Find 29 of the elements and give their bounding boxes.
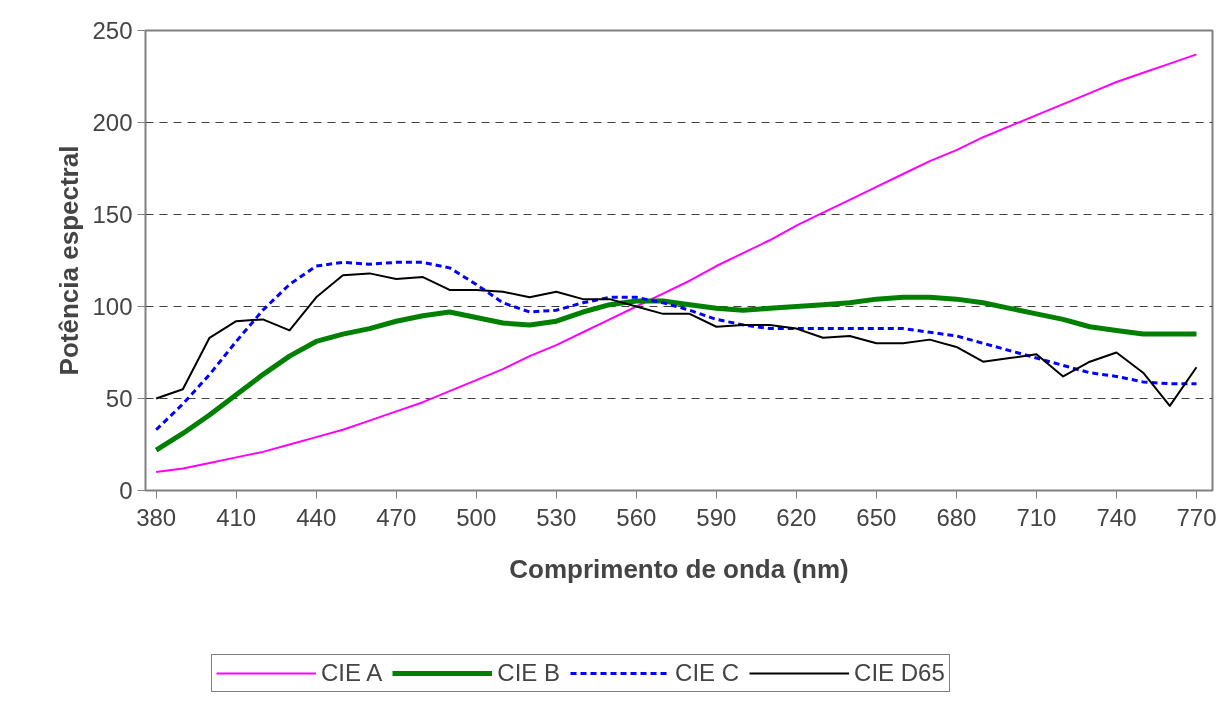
line-series [155, 272, 1198, 407]
x-tick-label: 410 [216, 503, 257, 531]
x-tick-label: 470 [376, 503, 417, 531]
y-axis-title: Potência espectral [54, 145, 85, 376]
x-tick-label: 680 [936, 503, 977, 531]
y-tick-label: 150 [92, 201, 133, 228]
y-tick-label: 100 [92, 293, 133, 320]
x-tick-label: 530 [536, 503, 577, 531]
legend-label: CIE D65 [854, 659, 945, 687]
x-tick-label: 710 [1016, 503, 1057, 531]
x-tick-label: 500 [456, 503, 497, 531]
x-tick-label: 440 [296, 503, 337, 531]
y-tick-label: 50 [105, 385, 133, 412]
y-tick-label: 200 [92, 109, 133, 136]
line-series [155, 53, 1198, 474]
legend-label: CIE C [675, 659, 740, 687]
y-tick-label: 250 [92, 17, 133, 44]
x-tick-label: 740 [1096, 503, 1137, 531]
x-axis-title: Comprimento de onda (nm) [509, 553, 849, 584]
x-tick-label: 590 [696, 503, 737, 531]
x-tick-label: 380 [136, 503, 177, 531]
legend-label: CIE B [497, 659, 561, 687]
x-tick-label: 650 [856, 503, 897, 531]
x-tick-label: 620 [776, 503, 817, 531]
x-tick-label: 560 [616, 503, 657, 531]
line-series [154, 260, 1198, 432]
y-tick-label: 0 [119, 477, 133, 504]
x-tick-label: 770 [1176, 503, 1217, 531]
legend-label: CIE A [321, 659, 383, 687]
